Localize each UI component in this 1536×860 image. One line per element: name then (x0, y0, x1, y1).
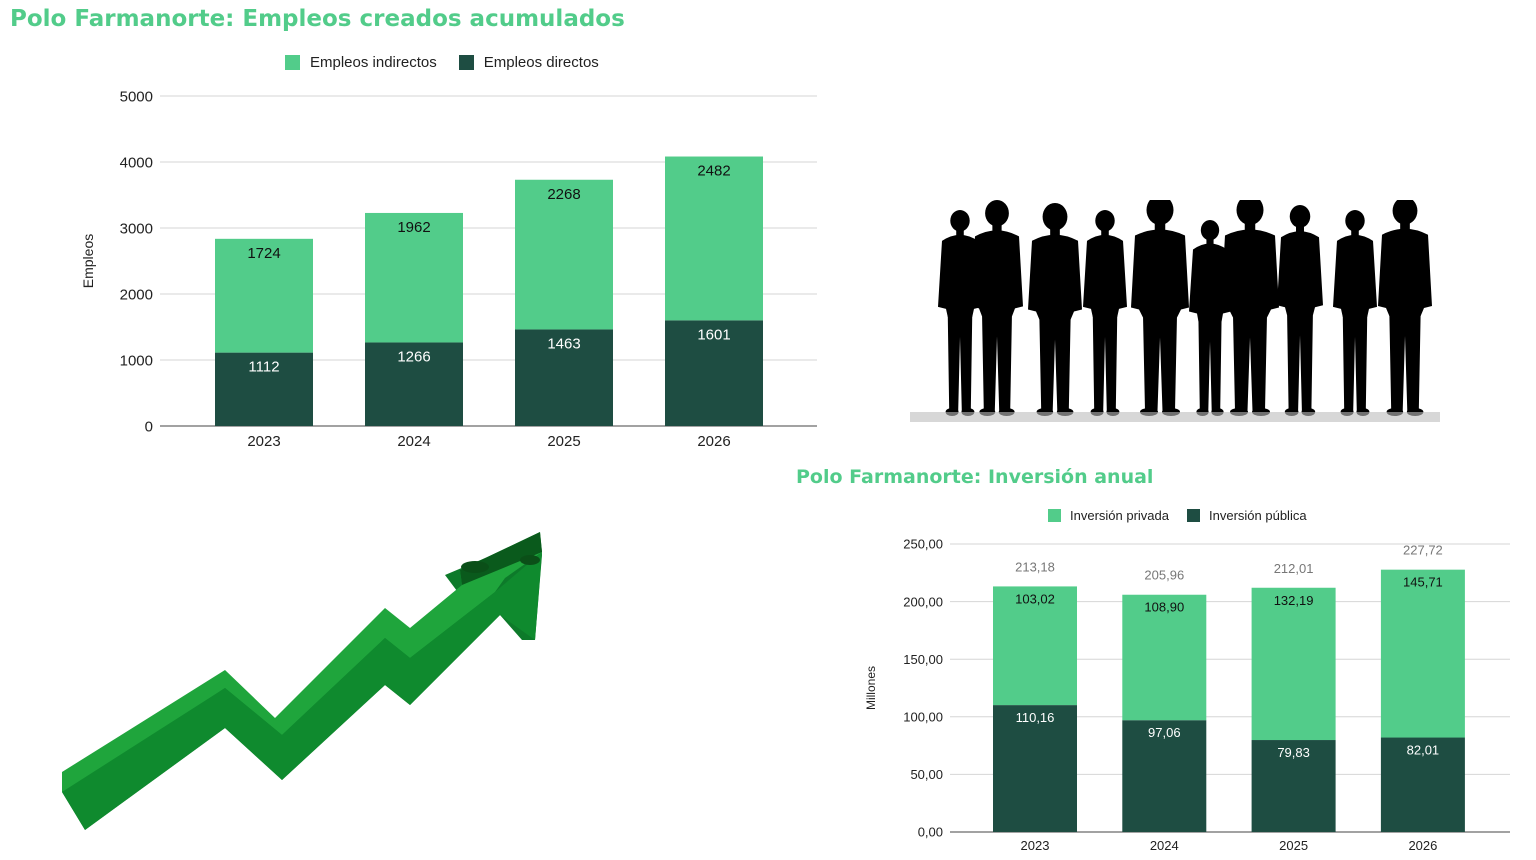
bar-segment-upper (365, 212, 463, 343)
y-axis-title: Empleos (80, 234, 96, 288)
x-tick-label: 2023 (247, 433, 280, 450)
y-axis-title: Millones (864, 666, 878, 710)
x-tick-label: 2024 (397, 433, 430, 450)
bar-segment-lower (1122, 720, 1207, 832)
bar-label-lower: 82,01 (1407, 743, 1440, 758)
silhouette-group (938, 200, 1432, 416)
chart2-title: Polo Farmanorte: Inversión anual (796, 466, 1154, 488)
person-silhouette (1277, 205, 1323, 416)
x-tick-label: 2024 (1150, 838, 1179, 853)
person-silhouette (1083, 210, 1127, 416)
x-tick-label: 2026 (697, 433, 730, 450)
person-silhouette (1378, 200, 1432, 416)
people-silhouette-icon (910, 200, 1440, 422)
bar-segment-upper (1380, 569, 1465, 738)
bar-label-upper: 108,90 (1144, 600, 1184, 615)
person-silhouette (971, 200, 1023, 416)
bar-label-upper: 132,19 (1274, 593, 1314, 608)
legend-swatch-directos (458, 55, 474, 70)
y-tick-label: 5000 (120, 88, 153, 105)
bar-segment-lower (665, 320, 763, 426)
bar-label-lower: 1601 (697, 326, 730, 343)
bar-segment-upper (665, 156, 763, 321)
person-silhouette (938, 210, 982, 416)
bar-segment-upper (215, 238, 313, 353)
y-tick-label: 2000 (120, 286, 153, 303)
x-tick-label: 2025 (1279, 838, 1308, 853)
bar-label-upper: 1724 (247, 245, 280, 262)
bar-segment-upper (515, 179, 613, 330)
bar-segment-lower (1380, 737, 1465, 832)
bar-segment-lower (993, 705, 1077, 832)
bar-label-lower: 1112 (248, 359, 279, 376)
y-tick-label: 1000 (120, 352, 153, 369)
legend-label-publica: Inversión pública (1209, 508, 1307, 523)
legend-swatch-publica (1187, 509, 1200, 522)
bar-segment-lower (365, 342, 463, 426)
legend-swatch-privada (1048, 509, 1061, 522)
rising-arrow-icon (62, 532, 542, 830)
person-silhouette (1131, 200, 1189, 416)
y-tick-label: 3000 (120, 220, 153, 237)
bar-label-lower: 1463 (547, 335, 580, 352)
x-tick-label: 2023 (1021, 838, 1050, 853)
person-silhouette (1221, 200, 1279, 416)
bar-label-lower: 1266 (397, 348, 430, 365)
bar-segment-upper (1122, 594, 1207, 721)
bar-segment-upper (993, 586, 1077, 706)
legend-swatch-indirectos (285, 55, 300, 70)
y-tick-label: 150,00 (903, 652, 943, 667)
y-tick-label: 4000 (120, 154, 153, 171)
bar-total-label: 213,18 (1015, 559, 1055, 574)
bar-label-upper: 145,71 (1403, 575, 1443, 590)
legend-label-privada: Inversión privada (1070, 508, 1169, 523)
y-tick-label: 250,00 (903, 537, 943, 552)
chart1-title: Polo Farmanorte: Empleos creados acumula… (10, 6, 625, 32)
bar-label-upper: 103,02 (1015, 591, 1055, 606)
chart1-legend: Empleos indirectos Empleos directos (285, 54, 599, 71)
bar-label-upper: 1962 (397, 219, 430, 236)
bar-label-upper: 2268 (547, 186, 580, 203)
bar-label-lower: 79,83 (1277, 745, 1310, 760)
x-tick-label: 2026 (1408, 838, 1437, 853)
x-tick-label: 2025 (547, 433, 580, 450)
y-tick-label: 0,00 (918, 825, 943, 840)
legend-label-indirectos: Empleos indirectos (310, 54, 437, 71)
bar-label-lower: 110,16 (1016, 710, 1055, 725)
y-tick-label: 100,00 (903, 709, 943, 724)
y-tick-label: 0 (145, 418, 153, 435)
bar-label-upper: 2482 (697, 163, 730, 180)
person-silhouette (1028, 203, 1082, 416)
y-tick-label: 200,00 (903, 594, 943, 609)
arrow-shape (62, 532, 542, 830)
bar-segment-lower (515, 329, 613, 426)
bar-total-label: 212,01 (1274, 561, 1314, 576)
bar-segment-lower (1251, 740, 1336, 832)
chart2-legend: Inversión privada Inversión pública (1048, 508, 1307, 523)
bar-total-label: 205,96 (1144, 568, 1184, 583)
bar-segment-upper (1251, 587, 1336, 741)
y-tick-label: 50,00 (910, 767, 943, 782)
bar-total-label: 227,72 (1403, 543, 1443, 558)
person-silhouette (1333, 210, 1377, 416)
legend-label-directos: Empleos directos (483, 54, 599, 71)
bar-label-lower: 97,06 (1148, 725, 1181, 740)
bar-segment-lower (215, 352, 313, 426)
